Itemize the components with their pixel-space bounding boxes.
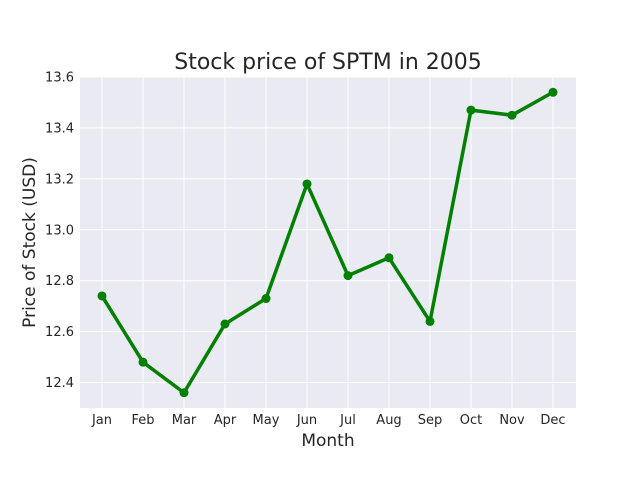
data-point	[548, 87, 558, 97]
x-tick-label: May	[253, 413, 280, 428]
data-point	[466, 105, 476, 115]
data-point	[384, 253, 394, 263]
x-tick-label: Jan	[91, 413, 112, 428]
y-tick-label: 12.8	[45, 274, 74, 289]
data-point	[138, 357, 148, 367]
x-tick-label: Jul	[339, 413, 356, 428]
series-group	[97, 87, 558, 398]
x-tick-label: Oct	[460, 413, 482, 428]
plot-area	[80, 77, 576, 408]
x-tick-label: Nov	[499, 413, 525, 428]
data-point	[302, 179, 312, 189]
y-tick-label: 12.6	[45, 325, 74, 340]
x-tick-label: Dec	[540, 413, 565, 428]
grid-lines	[80, 76, 576, 408]
x-tick-label: Apr	[214, 413, 237, 428]
y-tick-labels: 12.4 12.6 12.8 13.0 13.2 13.4 13.6	[45, 71, 74, 392]
x-tick-label: Sep	[418, 413, 443, 428]
x-tick-label: Feb	[131, 413, 154, 428]
data-point	[97, 291, 107, 301]
x-axis-label: Month	[301, 431, 354, 451]
series-line	[100, 90, 555, 395]
x-tick-labels: Jan Feb Mar Apr May Jun Jul Aug Sep Oct Nov Dec	[91, 413, 566, 428]
x-tick-label: Jun	[296, 413, 317, 428]
data-point	[261, 294, 271, 304]
x-tick-label: Aug	[376, 413, 401, 428]
y-axis-label: Price of Stock (USD)	[20, 157, 40, 328]
y-tick-label: 13.0	[45, 223, 74, 238]
y-tick-label: 13.6	[45, 71, 74, 86]
data-point	[343, 271, 353, 281]
x-tick-label: Mar	[172, 413, 197, 428]
chart-title: Stock price of SPTM in 2005	[174, 50, 482, 75]
data-point	[179, 388, 189, 398]
y-tick-label: 12.4	[45, 376, 74, 391]
data-point	[425, 316, 435, 326]
data-point	[507, 110, 517, 120]
y-tick-label: 13.2	[45, 172, 74, 187]
y-tick-label: 13.4	[45, 121, 74, 136]
data-point	[220, 319, 230, 329]
